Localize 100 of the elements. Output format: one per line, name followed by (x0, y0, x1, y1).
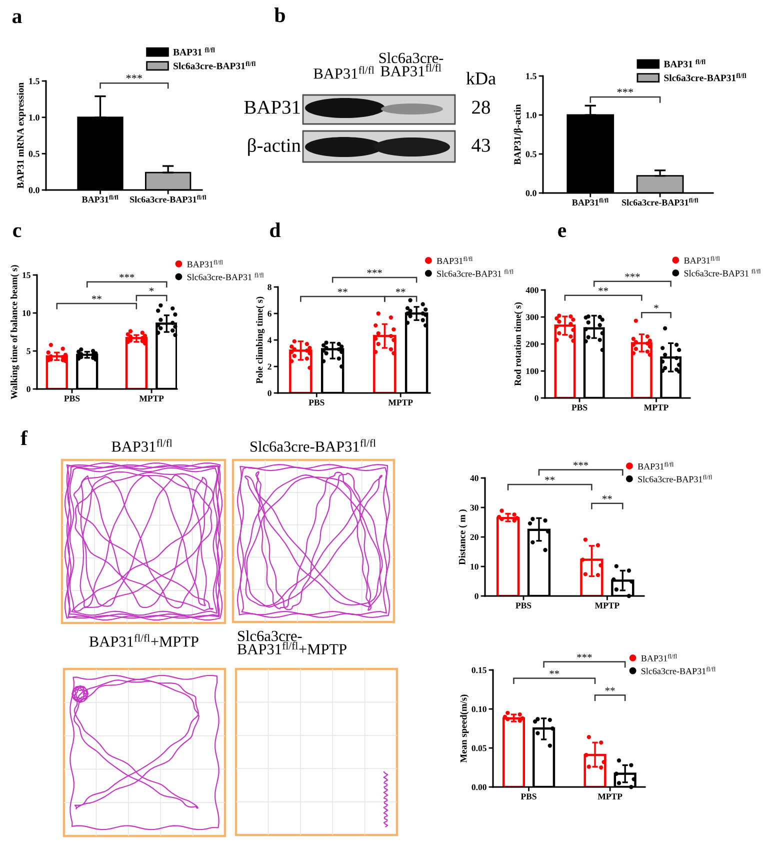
text: Slc6a3cre- BAP31$^{fl/fl}$ (379, 52, 444, 76)
y-axis-title: Mean speed(m/s) (460, 694, 469, 763)
text: *** (574, 462, 588, 466)
annotation: * (654, 304, 658, 309)
legend-label: BAP31$^{fl/fl}$ (436, 256, 473, 264)
y-tick-label: 20 (470, 534, 478, 540)
legend-label: BAP31$^{fl/fl}$ (187, 260, 223, 268)
y-tick-label: 6 (268, 310, 272, 317)
x-tick-label: BAP31$^{fl/fl}$ (82, 195, 118, 203)
annotation: *** (120, 274, 134, 278)
y-tick-label: 10 (22, 310, 30, 316)
annotation: ** (396, 288, 406, 292)
text: BAP31 (244, 100, 300, 114)
text: Slc6a3cre-BAP31$^{fl/fl}$ (250, 439, 376, 452)
legend-label: Slc6a3cre-BAP31$^{fl/fl}$ (642, 666, 716, 674)
y-tick-label: 0 (268, 390, 272, 396)
x-tick-label: PBS (516, 602, 532, 608)
x-tick-label: MPTP (139, 396, 164, 402)
y-axis-title: BAP31/β-actin (514, 104, 523, 165)
x-tick-label: MPTP (598, 794, 622, 800)
x-tick-label: MPTP (644, 404, 668, 410)
x-tick-label: MPTP (594, 602, 620, 608)
chart-title: c (13, 227, 22, 238)
y-tick-label: 40 (470, 475, 478, 482)
y-axis-title: BAP31 mRNA expression (16, 82, 26, 188)
y-tick-label: 0.15 (472, 667, 486, 674)
y-axis-title: Rod rotation time( s) (514, 302, 523, 386)
y-tick-label: 0.0 (526, 190, 536, 196)
legend-label: Slc6a3cre-BAP31$^{fl/fl}$ (664, 73, 746, 82)
y-tick-label: 5 (26, 348, 30, 354)
annotation: ** (92, 296, 102, 300)
x-tick-label: MPTP (388, 400, 413, 406)
y-tick-label: 0 (26, 386, 30, 392)
legend-label: BAP31 $^{fl/fl}$ (173, 47, 215, 56)
text: β-actin (248, 138, 301, 156)
y-tick-label: 4 (267, 337, 272, 344)
chart-title: e (558, 227, 566, 238)
y-tick-label: 1.5 (526, 73, 536, 80)
text: 28 (472, 100, 490, 114)
y-tick-label: 10 (470, 564, 478, 570)
chart-title: d (270, 222, 281, 238)
y-tick-label: 200 (526, 341, 538, 348)
x-tick-label: PBS (520, 794, 536, 800)
x-tick-label: Slc6a3cre-BAP31$^{fl/fl}$ (622, 198, 698, 206)
y-tick-label: 30 (470, 504, 478, 511)
x-tick-label: PBS (308, 400, 324, 406)
legend-label: Slc6a3cre-BAP31 $^{fl/fl}$ (437, 269, 514, 277)
text: Slc6a3cre- BAP31$^{fl/fl}$+MPTP (237, 630, 346, 654)
y-tick-label: 0 (474, 593, 478, 600)
y-tick-label: 400 (526, 287, 538, 294)
legend-label: Slc6a3cre-BAP31$^{fl/fl}$ (174, 61, 256, 70)
annotation: ** (545, 476, 555, 480)
y-tick-label: 0.5 (28, 150, 40, 157)
x-tick-label: PBS (64, 396, 80, 402)
y-tick-label: 15 (22, 272, 30, 278)
text: kDa (466, 72, 496, 85)
annotation: ** (598, 287, 608, 292)
text: BAP31$^{fl/fl}$+MPTP (89, 634, 198, 647)
y-tick-label: 300 (526, 314, 538, 320)
legend-label: BAP31$^{fl/fl}$ (638, 462, 674, 470)
y-tick-label: 0.5 (526, 151, 536, 158)
x-tick-label: PBS (572, 404, 588, 410)
text: BAP31$^{fl/fl}$ (314, 66, 374, 79)
y-tick-label: 0.05 (472, 745, 486, 752)
y-tick-label: 0.00 (472, 784, 486, 790)
text: BAP31$^{fl/fl}$ (112, 439, 172, 452)
text: *** (367, 269, 382, 274)
annotation: ** (550, 670, 560, 674)
y-tick-label: 0 (534, 395, 538, 402)
annotation: ** (338, 288, 348, 292)
legend-label: BAP31$^{fl/fl}$ (684, 256, 720, 264)
annotation: * (149, 288, 154, 292)
text: *** (625, 273, 640, 278)
y-tick-label: 1.0 (29, 114, 40, 121)
text: 43 (472, 138, 490, 152)
y-tick-label: 2 (268, 364, 272, 370)
y-axis-title: Walking time of balance beam( s) (10, 265, 20, 400)
annotation: ** (605, 687, 615, 692)
y-tick-label: 0.0 (28, 187, 40, 194)
legend-label: Slc6a3cre-BAP31 $^{fl/fl}$ (187, 272, 264, 280)
y-tick-label: 1.0 (526, 112, 536, 118)
y-tick-label: 0.10 (472, 706, 486, 712)
legend-label: Slc6a3cre-BAP31 $^{fl/fl}$ (684, 268, 761, 276)
legend-label: Slc6a3cre-BAP31$^{fl/fl}$ (638, 474, 712, 482)
x-tick-label: BAP31$^{fl/fl}$ (572, 198, 608, 206)
text: f (20, 430, 28, 446)
text: b (274, 8, 285, 22)
x-tick-label: Slc6a3cre-BAP31$^{fl/fl}$ (130, 195, 206, 203)
chart-title: a (12, 13, 22, 24)
text: *** (126, 74, 142, 79)
y-axis-title: Distance ( m ) (458, 509, 468, 565)
annotation: *** (617, 88, 634, 93)
y-axis-title: Pole climbing time( s) (256, 296, 265, 384)
y-tick-label: 100 (526, 368, 538, 374)
y-tick-label: 1.5 (29, 78, 40, 84)
annotation: ** (602, 496, 612, 500)
text: *** (577, 654, 592, 658)
legend-label: BAP31$^{fl/fl}$ (641, 654, 677, 662)
y-tick-label: 8 (268, 284, 272, 290)
legend-label: BAP31 $^{fl/fl}$ (664, 59, 706, 68)
